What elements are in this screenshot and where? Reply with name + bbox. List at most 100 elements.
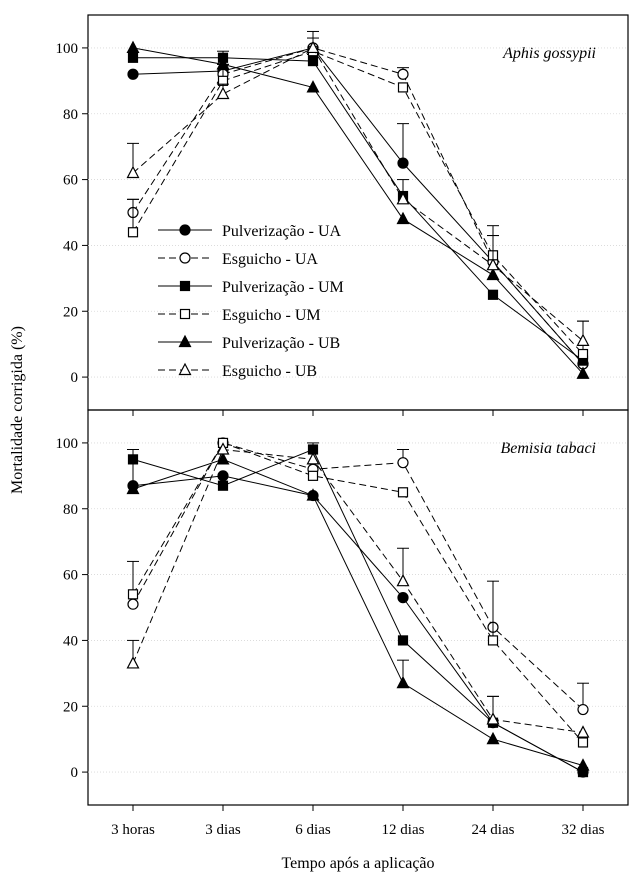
legend-item: Esguicho - UB	[158, 362, 317, 380]
x-axis-title: Tempo após a aplicação	[281, 855, 434, 872]
x-tick-label: 3 dias	[205, 822, 241, 838]
data-point	[126, 481, 140, 495]
y-tick-label: 0	[71, 765, 79, 781]
y-tick-label: 40	[63, 633, 78, 649]
legend-marker	[178, 334, 192, 348]
data-point	[127, 598, 139, 610]
data-point	[127, 68, 139, 80]
legend-marker	[179, 224, 191, 236]
series	[127, 442, 589, 778]
y-tick-label: 20	[63, 699, 78, 715]
legend-label: Pulverização - UB	[222, 335, 340, 352]
y-tick-label: 60	[63, 568, 78, 584]
plot-layer: 0 20 40 60 80 100 0 20 40 60 80 100 3 horas 3 dias 6 d…	[56, 30, 628, 838]
series	[127, 470, 589, 778]
panel-top: 0 20 40 60 80 100	[56, 30, 628, 416]
series	[126, 449, 590, 771]
data-point	[397, 635, 409, 646]
data-point	[127, 52, 139, 63]
data-point	[216, 86, 230, 100]
data-point	[126, 40, 140, 54]
data-point	[306, 488, 320, 501]
series	[126, 30, 590, 346]
series	[127, 50, 589, 366]
data-point	[397, 82, 409, 93]
data-point	[127, 589, 139, 600]
x-tick-label: 6 dias	[295, 822, 331, 838]
series-line	[132, 47, 584, 342]
legend-item: Pulverização - UA	[158, 223, 342, 240]
data-point	[127, 227, 139, 238]
data-point	[396, 211, 410, 225]
series-line	[132, 448, 584, 773]
data-point	[577, 737, 589, 748]
data-point	[307, 470, 319, 481]
data-point	[216, 452, 230, 465]
legend-label: Esguicho - UA	[222, 251, 318, 268]
series-line	[133, 57, 584, 362]
data-point	[487, 289, 499, 300]
series	[127, 42, 589, 370]
legend-marker	[179, 280, 191, 292]
y-axis-title: Mortalidade corrigida (%)	[9, 326, 26, 494]
data-point	[397, 592, 409, 604]
y-tick-label: 100	[56, 41, 79, 57]
data-point	[396, 675, 410, 689]
data-point	[397, 487, 409, 498]
series	[126, 442, 590, 738]
legend-item: Pulverização - UB	[158, 334, 340, 352]
data-point	[487, 635, 499, 646]
series-line	[132, 448, 584, 734]
panel-title-top: Aphis gossypii	[502, 45, 596, 62]
legend: Pulverização - UA Esguicho - UA Pulverizaç…	[158, 223, 344, 380]
y-tick-label: 100	[56, 436, 79, 452]
y-tick-label: 0	[71, 370, 79, 386]
legend-item: Esguicho - UM	[158, 307, 321, 324]
data-point	[576, 366, 590, 379]
legend-label: Esguicho - UB	[222, 363, 317, 380]
y-tick-label: 80	[63, 107, 78, 123]
y-tick-label: 40	[63, 238, 78, 254]
x-tick-label: 24 dias	[472, 822, 515, 838]
data-point	[217, 480, 229, 491]
x-tick-label: 3 horas	[111, 822, 155, 838]
y-tick-label: 20	[63, 304, 78, 320]
data-point	[396, 192, 410, 205]
series-line	[132, 47, 584, 375]
series-line	[132, 47, 584, 365]
series-line	[132, 458, 584, 766]
x-tick-label: 32 dias	[562, 822, 605, 838]
legend-label: Pulverização - UA	[222, 223, 342, 240]
data-point	[306, 80, 320, 93]
data-point	[576, 333, 590, 346]
data-point	[577, 703, 589, 716]
series	[127, 437, 589, 748]
bottom-panel-frame	[87, 409, 629, 806]
data-point	[486, 731, 500, 745]
legend-item: Esguicho - UA	[158, 251, 318, 268]
data-point	[486, 712, 500, 725]
panel-title-bottom: Bemisia tabaci	[500, 440, 596, 457]
top-panel-frame	[87, 14, 629, 411]
data-point	[397, 157, 409, 169]
y-tick-label: 80	[63, 502, 78, 518]
panel-bottom: 0 20 40 60 80 100 3 horas 3 dias 6 dias 12 dias 24…	[56, 436, 628, 838]
legend-marker	[179, 308, 191, 320]
data-point	[217, 470, 229, 482]
data-point	[577, 348, 589, 360]
series	[127, 37, 589, 360]
series-line	[132, 442, 584, 743]
data-point	[397, 68, 409, 80]
series	[127, 437, 589, 716]
data-point	[576, 758, 590, 771]
legend-item: Pulverização - UM	[158, 279, 344, 296]
data-point	[397, 457, 409, 469]
series-line	[132, 47, 584, 365]
legend-label: Esguicho - UM	[222, 307, 321, 324]
legend-label: Pulverização - UM	[222, 279, 344, 296]
x-tick-label: 12 dias	[382, 822, 425, 838]
data-point	[486, 257, 500, 271]
series	[127, 42, 589, 370]
data-point	[306, 452, 320, 465]
